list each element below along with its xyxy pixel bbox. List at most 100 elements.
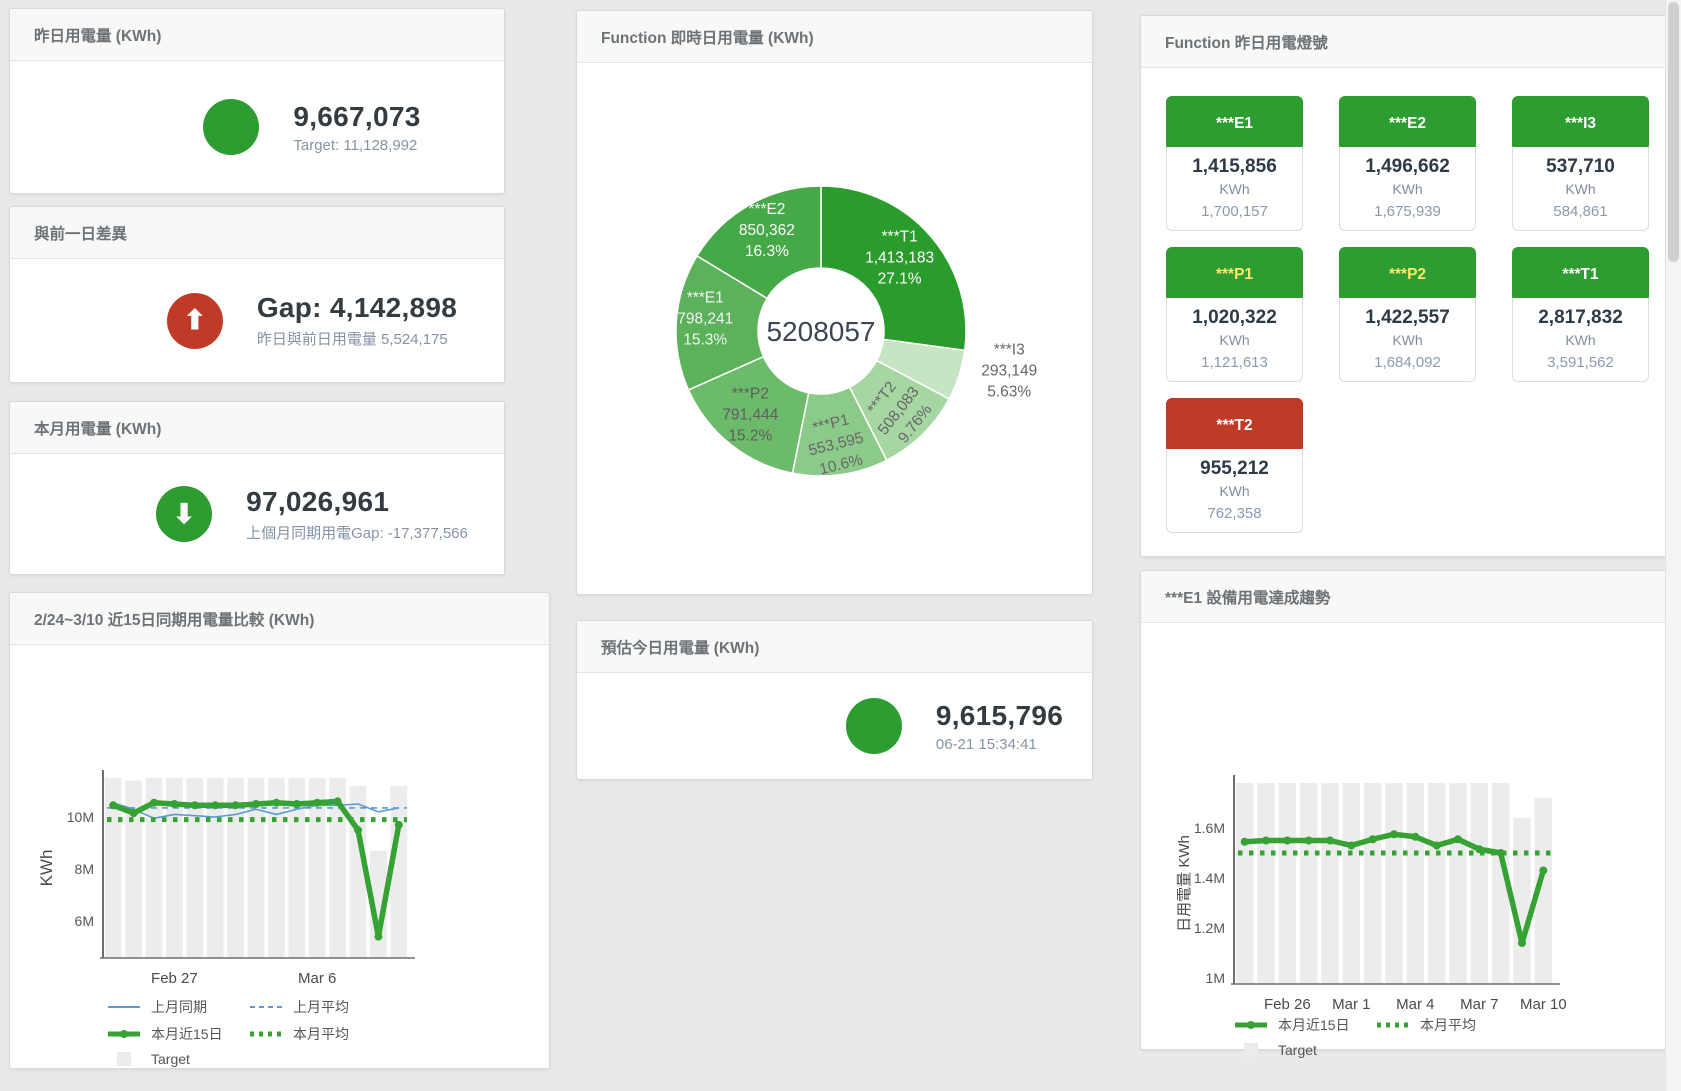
stat-value: 9,615,796 (935, 699, 1064, 731)
series-point[interactable] (252, 800, 260, 809)
y-tick-label: 6M (75, 913, 94, 929)
page-scrollbar-track[interactable] (1665, 0, 1681, 1091)
series-point[interactable] (129, 809, 138, 818)
series-point[interactable] (150, 798, 158, 807)
target-bar (288, 778, 306, 958)
series-point[interactable] (1240, 837, 1249, 846)
target-bar (1449, 783, 1467, 984)
x-tick-label: Feb 27 (151, 970, 198, 987)
series-point[interactable] (1283, 836, 1292, 845)
donut-slice[interactable] (820, 185, 967, 352)
lamp-tile-status-header: ***T1 (1512, 247, 1649, 302)
series-point[interactable] (333, 797, 342, 806)
lamp-tile-value: 1,496,662 (1365, 156, 1450, 177)
target-bar (1257, 783, 1275, 984)
card-title-text: 2/24~3/10 近15日同期用電量比較 (KWh) (34, 611, 315, 629)
stat-row: 9,615,796 06-21 15:34:41 (697, 673, 1212, 779)
card-15day-comparison-chart: 2/24~3/10 近15日同期用電量比較 (KWh) 6M 8M 10M KWh Fe… (9, 592, 550, 1069)
up-arrow-glyph: ⬆ (183, 305, 207, 335)
lamp-tile[interactable]: ***T1 2,817,832 KWh 3,591,562 (1512, 247, 1649, 382)
series-point[interactable] (394, 820, 403, 829)
series-point[interactable] (1304, 836, 1313, 845)
series-line (112, 801, 399, 820)
legend-row: Target (106, 1051, 349, 1067)
comparison-line-chart[interactable]: 6M 8M 10M KWh Feb 27 Mar 6 (10, 645, 547, 993)
series-point[interactable] (190, 801, 199, 810)
legend-row: Target (1233, 1042, 1476, 1058)
trend-chart-legend: 本月近15日 本月平均 Target (1233, 1015, 1476, 1058)
donut-slice[interactable] (695, 185, 822, 300)
legend-row: 本月近15日 本月平均 (106, 1024, 349, 1044)
series-point[interactable] (292, 800, 301, 809)
series-point[interactable] (1518, 939, 1526, 947)
series-point[interactable] (1411, 832, 1420, 841)
target-bar (227, 778, 244, 958)
stat-value: Gap: 4,142,898 (256, 292, 458, 323)
lamp-tile-unit: KWh (1219, 483, 1250, 499)
card-title: Function 即時日用電量 (KWh) (577, 11, 1092, 63)
series-point[interactable] (1390, 830, 1398, 839)
lamp-tile-unit: KWh (1392, 332, 1423, 348)
lamp-tile-body: 2,817,832 KWh 3,591,562 (1512, 298, 1649, 382)
series-point[interactable] (231, 801, 240, 810)
legend-item[interactable]: 上月平均 (248, 997, 349, 1017)
lamp-tile[interactable]: ***P1 1,020,322 KWh 1,121,613 (1166, 247, 1303, 382)
series-point[interactable] (170, 800, 179, 809)
legend-item[interactable]: 本月近15日 (1233, 1015, 1375, 1035)
legend-marker-icon (117, 1052, 131, 1066)
series-point[interactable] (1539, 866, 1548, 875)
series-point[interactable] (1326, 836, 1334, 845)
lamp-tile-value: 537,710 (1546, 156, 1615, 177)
lamp-tile[interactable]: ***P2 1,422,557 KWh 1,684,092 (1339, 247, 1476, 382)
y-tick-label: 1.2M (1194, 920, 1225, 936)
card-title: 昨日用電量 (KWh) (10, 9, 504, 61)
legend-item[interactable]: Target (1233, 1042, 1375, 1058)
series-point[interactable] (1347, 841, 1356, 850)
series-point[interactable] (1432, 841, 1441, 850)
stat-value: 9,667,073 (293, 100, 421, 132)
comparison-chart-legend: 上月同期 上月平均 本月近15日 本月平均 Target (106, 997, 349, 1067)
card-title-text: 昨日用電量 (KWh) (34, 27, 162, 45)
target-bar (1470, 783, 1489, 984)
target-bar (1278, 783, 1297, 984)
series-point[interactable] (211, 801, 220, 810)
series-point[interactable] (354, 826, 362, 835)
series-point[interactable] (313, 798, 322, 807)
legend-marker-icon (108, 1006, 140, 1008)
legend-item[interactable]: 本月平均 (248, 1024, 349, 1044)
legend-item[interactable]: Target (106, 1051, 248, 1067)
card-title-text: 預估今日用電量 (KWh) (601, 639, 760, 657)
card-title-text: Function 即時日用電量 (KWh) (601, 29, 814, 47)
series-point[interactable] (109, 801, 118, 810)
target-bar (104, 778, 122, 958)
legend-item[interactable]: 上月同期 (106, 997, 248, 1017)
lamp-tile-status-header: ***P1 (1166, 247, 1303, 302)
x-tick-label: Mar 6 (298, 970, 336, 987)
series-point[interactable] (374, 932, 383, 941)
page-scrollbar-thumb[interactable] (1668, 2, 1679, 262)
target-bar (308, 778, 326, 958)
realtime-usage-donut-chart[interactable]: ***T1 1,413,183 27.1%***I3 293,149 5.63%***T… (577, 63, 1090, 592)
series-point[interactable] (1262, 836, 1270, 845)
legend-label: Target (151, 1051, 190, 1067)
lamp-tile-grid: ***E1 1,415,856 KWh 1,700,157 ***E2 1,496,662… (1141, 68, 1671, 533)
series-point[interactable] (272, 798, 281, 807)
y-tick-label: 8M (75, 861, 94, 877)
legend-item[interactable]: 本月平均 (1375, 1015, 1476, 1035)
legend-item[interactable]: 本月近15日 (106, 1024, 248, 1044)
lamp-tile[interactable]: ***E1 1,415,856 KWh 1,700,157 (1166, 96, 1303, 231)
series-point[interactable] (1368, 835, 1377, 844)
donut-slice-label: ***P2 791,444 15.2% (722, 385, 778, 444)
lamp-tile-target: 1,121,613 (1201, 354, 1268, 371)
lamp-tile[interactable]: ***I3 537,710 KWh 584,861 (1512, 96, 1649, 231)
stat-text: 9,615,796 06-21 15:34:41 (936, 700, 1063, 753)
series-point[interactable] (1454, 835, 1462, 844)
stat-text: 9,667,073 Target: 11,128,992 (293, 101, 420, 154)
target-bar (1427, 783, 1446, 984)
target-bar (390, 785, 408, 958)
target-bar (370, 850, 387, 958)
lamp-tile[interactable]: ***T2 955,212 KWh 762,358 (1166, 398, 1303, 533)
target-bar (1299, 783, 1318, 984)
lamp-tile[interactable]: ***E2 1,496,662 KWh 1,675,939 (1339, 96, 1476, 231)
